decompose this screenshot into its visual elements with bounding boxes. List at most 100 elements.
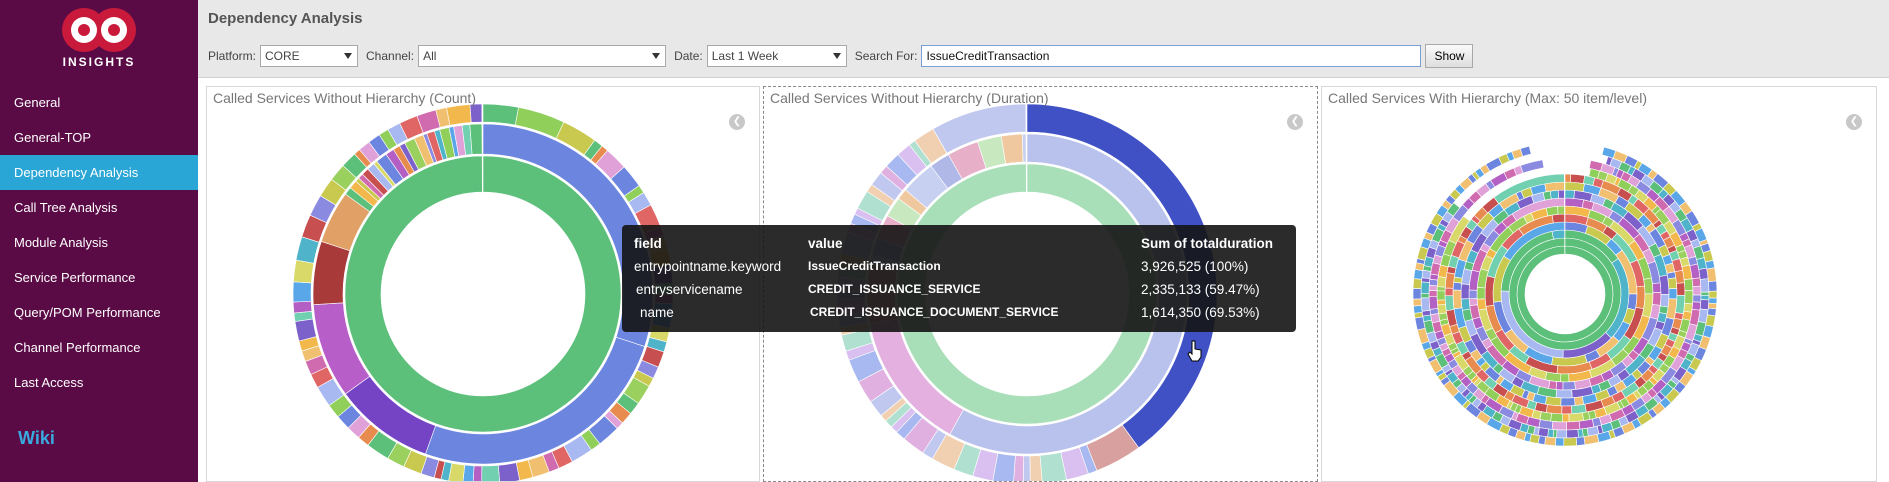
sunburst-segment[interactable] (1563, 437, 1578, 447)
sunburst-segment[interactable] (1700, 295, 1710, 301)
sunburst-segment[interactable] (896, 163, 1158, 425)
sunburst-segment[interactable] (1420, 293, 1430, 299)
sunburst-segment[interactable] (1468, 298, 1478, 307)
sunburst-hierarchy-chart[interactable] (1322, 87, 1876, 481)
sunburst-segment[interactable] (1022, 455, 1031, 481)
sunburst-segment[interactable] (1566, 429, 1579, 439)
sunburst-segment[interactable] (1683, 278, 1694, 291)
sidebar-item-service-performance[interactable]: Service Performance (14, 270, 136, 285)
sidebar-item-dependency-analysis[interactable]: Dependency Analysis (0, 155, 198, 190)
sunburst-segment[interactable] (1549, 189, 1560, 200)
sunburst-segment[interactable] (1684, 290, 1694, 305)
sunburst-segment[interactable] (1555, 389, 1573, 399)
show-button[interactable]: Show (1425, 44, 1474, 68)
sunburst-segment[interactable] (1493, 173, 1565, 205)
sidebar-item-general-top[interactable]: General-TOP (14, 130, 92, 145)
sunburst-segment[interactable] (932, 103, 1027, 154)
sidebar-item-call-tree-analysis[interactable]: Call Tree Analysis (14, 200, 118, 215)
sunburst-segment[interactable] (1708, 280, 1718, 292)
sunburst-segment[interactable] (1652, 282, 1662, 293)
sunburst-segment[interactable] (1516, 245, 1614, 343)
sunburst-segment[interactable] (1562, 381, 1576, 391)
sunburst-segment[interactable] (1436, 290, 1446, 301)
sunburst-segment[interactable] (1545, 404, 1563, 415)
sunburst-segment[interactable] (1452, 281, 1462, 291)
sunburst-segment[interactable] (1643, 277, 1654, 295)
sunburst-segment[interactable] (1413, 269, 1424, 280)
wiki-link[interactable]: Wiki (18, 428, 55, 448)
sunburst-segment[interactable] (1568, 412, 1584, 423)
sunburst-segment[interactable] (469, 123, 483, 155)
sunburst-segment[interactable] (1021, 133, 1027, 163)
sunburst-segment[interactable] (1476, 298, 1487, 311)
sunburst-segment[interactable] (1436, 276, 1447, 288)
sunburst-segment[interactable] (1413, 305, 1423, 314)
sunburst-segment[interactable] (1428, 284, 1438, 291)
sunburst-segment[interactable] (1560, 373, 1570, 383)
sunburst-segment[interactable] (1551, 213, 1565, 224)
back-arrow-icon[interactable]: ❮ (1287, 114, 1303, 130)
sunburst-segment[interactable] (1444, 295, 1455, 311)
sunburst-segment[interactable] (1420, 297, 1431, 312)
back-arrow-icon[interactable]: ❮ (1846, 114, 1862, 130)
sunburst-segment[interactable] (1561, 405, 1573, 415)
sunburst-segment[interactable] (1519, 145, 1532, 157)
sunburst-segment[interactable] (1691, 301, 1702, 311)
sunburst-segment[interactable] (1683, 302, 1693, 313)
sunburst-segment[interactable] (1476, 287, 1486, 300)
sunburst-segment[interactable] (1520, 159, 1545, 174)
sunburst-segment[interactable] (1564, 173, 1572, 183)
sunburst-segment[interactable] (1635, 285, 1646, 310)
search-input[interactable] (921, 45, 1422, 67)
sunburst-segment[interactable] (292, 281, 312, 303)
sunburst-segment[interactable] (1551, 229, 1565, 240)
sidebar-item-query-pom-performance[interactable]: Query/POM Performance (14, 305, 161, 320)
sidebar-item-last-access[interactable]: Last Access (14, 375, 84, 390)
sunburst-segment[interactable] (1570, 173, 1586, 184)
sunburst-segment[interactable] (1460, 298, 1471, 311)
channel-select[interactable]: All (418, 45, 667, 67)
sunburst-segment[interactable] (1708, 297, 1718, 304)
sunburst-segment[interactable] (1412, 288, 1422, 300)
sunburst-segment[interactable] (1659, 294, 1670, 308)
sunburst-segment[interactable] (1551, 421, 1567, 431)
sunburst-segment[interactable] (1428, 296, 1439, 310)
sunburst-segment[interactable] (1029, 455, 1043, 481)
sunburst-segment[interactable] (1428, 290, 1438, 297)
sunburst-segment[interactable] (1667, 277, 1678, 290)
sunburst-segment[interactable] (1550, 412, 1564, 423)
sunburst-segment[interactable] (1554, 437, 1565, 447)
sidebar-item-general[interactable]: General (14, 95, 61, 110)
sunburst-segment[interactable] (1706, 267, 1717, 283)
sunburst-segment[interactable] (1699, 278, 1710, 293)
insights-logo[interactable]: INSIGHTS (0, 0, 198, 72)
platform-select[interactable]: CORE (260, 45, 359, 67)
sunburst-segment[interactable] (482, 103, 519, 126)
sunburst-segment[interactable] (472, 465, 483, 481)
sidebar-item-channel-performance[interactable]: Channel Performance (14, 340, 141, 355)
sunburst-segment[interactable] (293, 259, 315, 284)
sunburst-segment[interactable] (469, 103, 483, 123)
sunburst-segment[interactable] (1555, 381, 1564, 391)
back-arrow-icon[interactable]: ❮ (729, 114, 745, 130)
sunburst-segment[interactable] (1544, 436, 1557, 447)
sunburst-segment[interactable] (1412, 278, 1423, 289)
sunburst-segment[interactable] (481, 464, 500, 481)
sunburst-segment[interactable] (1452, 289, 1463, 310)
sunburst-segment[interactable] (1668, 288, 1678, 300)
sunburst-segment[interactable] (1412, 298, 1422, 307)
sunburst-segment[interactable] (1705, 314, 1716, 328)
sunburst-segment[interactable] (1566, 420, 1581, 431)
sunburst-segment[interactable] (1556, 429, 1568, 439)
sunburst-segment[interactable] (1692, 285, 1702, 296)
sunburst-segment[interactable] (1676, 282, 1686, 296)
sunburst-segment[interactable] (1437, 303, 1447, 315)
sunburst-segment[interactable] (1691, 277, 1702, 287)
sunburst-segment[interactable] (1699, 299, 1710, 311)
sunburst-segment[interactable] (1700, 291, 1710, 296)
sunburst-segment[interactable] (1560, 397, 1576, 407)
sidebar-item-module-analysis[interactable]: Module Analysis (14, 235, 108, 250)
sunburst-segment[interactable] (1564, 189, 1575, 199)
sunburst-segment[interactable] (292, 300, 313, 314)
sunburst-segment[interactable] (1508, 237, 1622, 351)
